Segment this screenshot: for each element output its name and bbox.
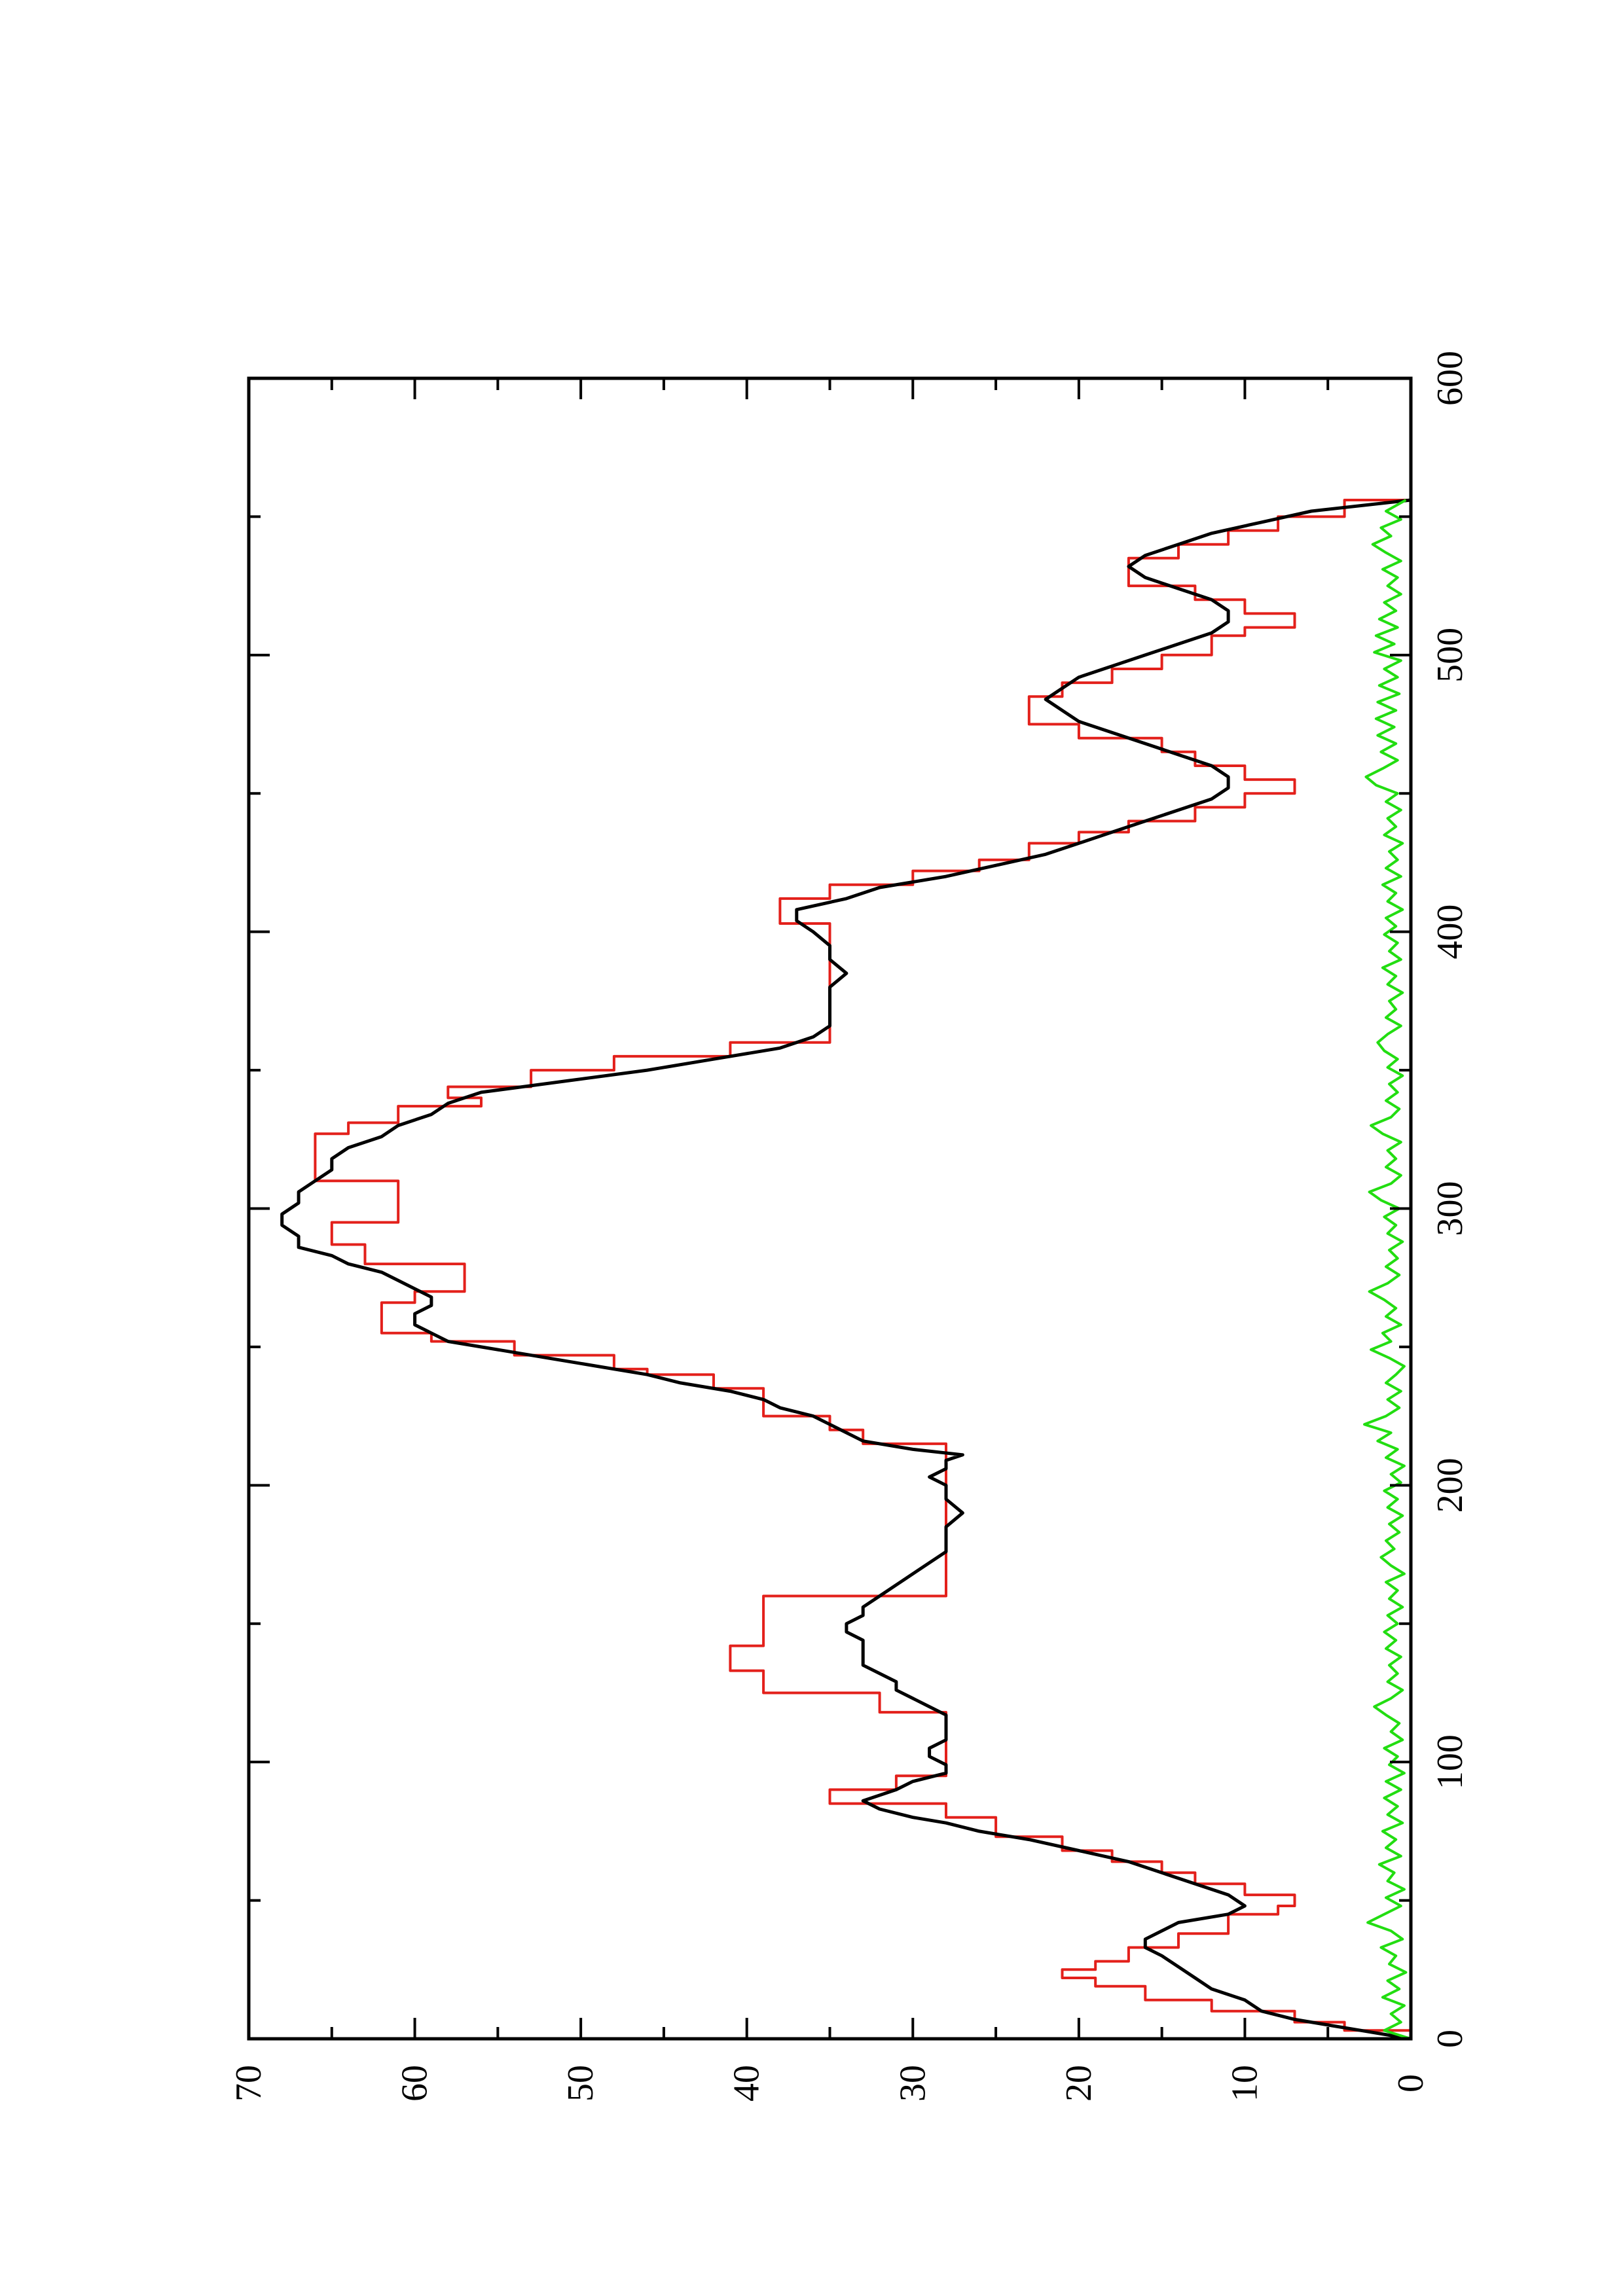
y-tick-label: 10 bbox=[1224, 2065, 1265, 2102]
y-tick-label: 70 bbox=[228, 2065, 269, 2102]
series-line-1 bbox=[280, 498, 1412, 2041]
series-line-2 bbox=[1363, 499, 1412, 2040]
series-line-0 bbox=[314, 499, 1412, 2039]
x-tick-label: 200 bbox=[1430, 1458, 1470, 1513]
x-tick-label: 100 bbox=[1430, 1734, 1470, 1789]
series-group bbox=[280, 498, 1412, 2041]
y-tick-label: 30 bbox=[892, 2065, 933, 2102]
x-tick-label: 400 bbox=[1430, 905, 1470, 960]
x-tick-label: 0 bbox=[1430, 2030, 1470, 2048]
tick-group: 0 100 200 300 400 500 600 0 10 20 30 40 50 60 70 bbox=[228, 351, 1470, 2102]
y-tick-label: 0 bbox=[1391, 2074, 1431, 2092]
y-tick-label: 50 bbox=[560, 2065, 601, 2102]
x-tick-label: 300 bbox=[1430, 1181, 1470, 1236]
y-tick-label: 40 bbox=[727, 2065, 767, 2102]
x-tick-label: 600 bbox=[1430, 351, 1470, 406]
x-tick-label: 500 bbox=[1430, 628, 1470, 683]
y-tick-label: 20 bbox=[1059, 2065, 1099, 2102]
y-tick-label: 60 bbox=[395, 2065, 435, 2102]
